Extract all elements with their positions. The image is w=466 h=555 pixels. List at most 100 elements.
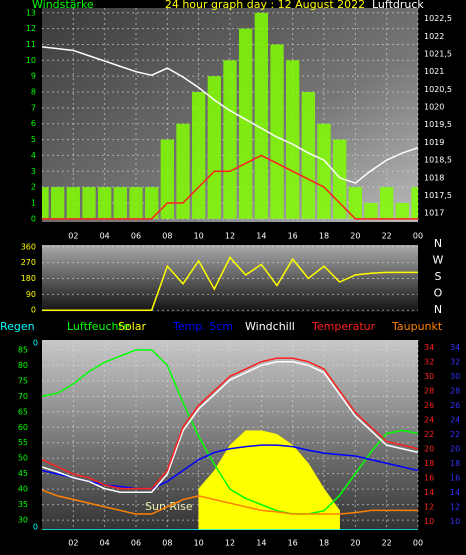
compass-label: S	[435, 270, 442, 283]
y2-tick-label: 16	[424, 473, 434, 482]
line	[42, 154, 418, 220]
compass-label: N	[434, 303, 442, 316]
y3-tick-label: 22	[450, 430, 460, 439]
bar	[270, 44, 284, 219]
y2-tick-label: 20	[424, 444, 434, 453]
series-group	[42, 256, 418, 311]
x-tick-label: 22	[382, 232, 392, 241]
y-tick-label: 360	[21, 242, 36, 251]
bar	[395, 202, 409, 219]
x-tick-label: 10	[194, 539, 204, 548]
bar	[301, 92, 315, 219]
y-tick-label: 5	[31, 135, 36, 144]
series-group	[42, 12, 418, 220]
line	[42, 489, 418, 515]
y-tick-label: 40	[18, 485, 28, 494]
y2-tick-label: 1017	[424, 209, 444, 218]
bar	[223, 60, 237, 219]
compass-label: W	[433, 254, 444, 267]
y-tick-label: 10	[26, 56, 36, 65]
y-tick-label: 4	[31, 151, 36, 160]
x-tick-label: 12	[225, 539, 235, 548]
y2-tick-label: 1020,5	[424, 85, 452, 94]
y-tick-label: 85	[18, 345, 28, 354]
y-tick-label: 65	[18, 407, 28, 416]
x-tick-label: 04	[100, 539, 110, 548]
x-tick-label: 20	[350, 539, 360, 548]
y2-tick-label: 32	[424, 357, 434, 366]
x-tick-label: 00	[413, 539, 423, 548]
y-tick-label: 45	[18, 469, 28, 478]
x-tick-label: 06	[131, 232, 141, 241]
bar	[51, 187, 65, 219]
line	[42, 349, 418, 515]
bar	[42, 187, 49, 219]
y3-tick-label: 10	[450, 517, 460, 526]
y2-tick-label: 1022	[424, 32, 444, 41]
x-tick-label: 14	[256, 539, 266, 548]
line	[42, 361, 418, 494]
y-tick-label: 75	[18, 376, 28, 385]
compass-label: O	[434, 287, 443, 300]
bar	[160, 139, 174, 219]
y2-tick-label: 34	[424, 343, 434, 352]
rain-tick-label: 0	[33, 339, 38, 348]
y2-tick-label: 12	[424, 502, 434, 511]
y-tick-label: 50	[18, 454, 28, 463]
y2-tick-label: 22	[424, 430, 434, 439]
x-tick-label: 10	[194, 232, 204, 241]
y-tick-label: 35	[18, 500, 28, 509]
y2-tick-label: 1021	[424, 67, 444, 76]
y2-tick-label: 1018,5	[424, 156, 452, 165]
y3-tick-label: 16	[450, 473, 460, 482]
line	[42, 256, 418, 311]
y2-axis-label: Luftdruck	[372, 0, 424, 11]
bar	[348, 187, 362, 219]
rain-tick-label: 0	[33, 523, 38, 532]
bar	[129, 187, 143, 219]
line	[42, 357, 418, 490]
y2-tick-label: 28	[424, 386, 434, 395]
bar	[411, 187, 418, 219]
bar	[254, 12, 268, 219]
y-axis-label: Windstärke	[32, 0, 94, 11]
y-tick-label: 1	[31, 198, 36, 207]
y3-tick-label: 24	[450, 415, 460, 424]
y-tick-label: 12	[26, 24, 36, 33]
y-tick-label: 90	[26, 290, 36, 299]
legend-entry: Solar	[118, 320, 147, 333]
y2-tick-label: 26	[424, 401, 434, 410]
x-tick-label: 02	[68, 539, 78, 548]
bar	[82, 187, 96, 219]
bar	[207, 76, 221, 219]
y-tick-label: 6	[31, 119, 36, 128]
y3-tick-label: 14	[450, 488, 460, 497]
y-tick-label: 7	[31, 103, 36, 112]
y3-tick-label: 12	[450, 502, 460, 511]
y-tick-label: 8	[31, 88, 36, 97]
y2-tick-label: 1019	[424, 138, 444, 147]
bar	[145, 187, 159, 219]
y-tick-label: 3	[31, 167, 36, 176]
compass-label: N	[434, 237, 442, 250]
y-tick-label: 11	[26, 40, 36, 49]
bar	[317, 123, 331, 219]
y-tick-label: 2	[31, 183, 36, 192]
line	[42, 46, 418, 184]
area	[198, 430, 340, 530]
x-tick-label: 16	[288, 539, 298, 548]
bar	[192, 92, 206, 219]
y-tick-label: 9	[31, 72, 36, 81]
bar	[364, 202, 378, 219]
y2-tick-label: 30	[424, 372, 434, 381]
y2-tick-label: 1019,5	[424, 120, 452, 129]
legend-entry: Regen	[0, 320, 35, 333]
y-tick-label: 60	[18, 423, 28, 432]
y-tick-label: 80	[18, 361, 28, 370]
y-tick-label: 70	[18, 392, 28, 401]
x-tick-label: 16	[288, 232, 298, 241]
y2-tick-label: 1022,5	[424, 14, 452, 23]
x-tick-label: 12	[225, 232, 235, 241]
bar	[98, 187, 112, 219]
x-tick-label: 08	[162, 539, 172, 548]
